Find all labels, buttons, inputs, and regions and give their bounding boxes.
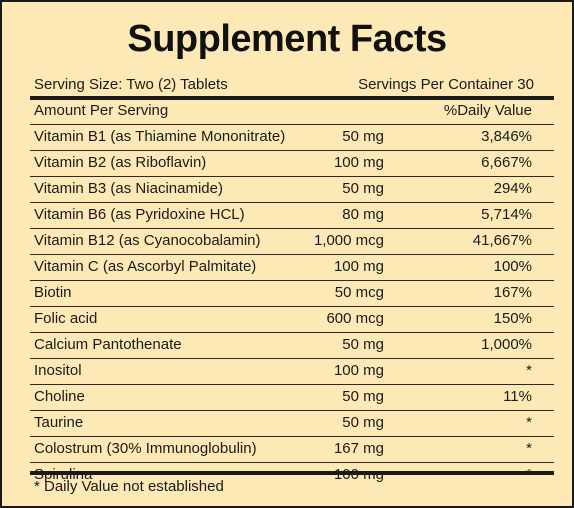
page-title: Supplement Facts [127, 18, 447, 60]
nutrient-name: Vitamin B12 (as Cyanocobalamin) [34, 232, 261, 249]
nutrient-amount: 100 mg [333, 362, 384, 379]
table-row: Vitamin C (as Ascorbyl Palmitate) 100 mg 1… [30, 254, 554, 280]
serving-size: Serving Size: Two (2) Tablets [34, 76, 228, 93]
footnote: * Daily Value not established [34, 478, 224, 495]
bottom-divider [30, 471, 554, 475]
nutrient-amount: 50 mg [342, 414, 384, 431]
nutrient-amount: 600 mcg [326, 310, 384, 327]
table-row: Calcium Pantothenate 50 mg 1,000% [30, 332, 554, 358]
nutrient-name: Choline [34, 388, 85, 405]
nutrient-daily-value: * [526, 362, 532, 379]
nutrient-name: Inositol [34, 362, 82, 379]
table-row: Vitamin B1 (as Thiamine Mononitrate) 50 m… [30, 124, 554, 150]
nutrient-name: Folic acid [34, 310, 98, 327]
servings-per-container: Servings Per Container 30 [358, 76, 534, 93]
nutrient-name: Vitamin B6 (as Pyridoxine HCL) [34, 206, 245, 223]
nutrient-amount: 50 mcg [334, 284, 384, 301]
nutrient-amount: 50 mg [342, 128, 384, 145]
nutrient-name: Calcium Pantothenate [34, 336, 182, 353]
nutrient-name: Biotin [34, 284, 72, 301]
nutrient-name: Colostrum (30% Immunoglobulin) [34, 440, 257, 457]
nutrient-amount: 80 mg [342, 206, 384, 223]
table-row: Folic acid 600 mcg 150% [30, 306, 554, 332]
nutrient-amount: 50 mg [342, 388, 384, 405]
nutrient-name: Vitamin C (as Ascorbyl Palmitate) [34, 258, 257, 275]
table-row: Taurine 50 mg * [30, 410, 554, 436]
nutrient-daily-value: 11% [503, 388, 532, 405]
nutrient-daily-value: 294% [493, 180, 532, 197]
nutrient-amount: 167 mg [333, 440, 384, 457]
table-row: Vitamin B3 (as Niacinamide) 50 mg 294% [30, 176, 554, 202]
nutrient-name: Vitamin B2 (as Riboflavin) [34, 154, 207, 171]
table-row: Biotin 50 mcg 167% [30, 280, 554, 306]
nutrient-daily-value: 3,846% [481, 128, 532, 145]
table-header: Amount Per Serving %Daily Value [34, 102, 532, 124]
nutrient-daily-value: 1,000% [481, 336, 532, 353]
table-row: Vitamin B2 (as Riboflavin) 100 mg 6,667% [30, 150, 554, 176]
daily-value-header: %Daily Value [443, 102, 532, 119]
amount-per-serving-header: Amount Per Serving [34, 102, 169, 119]
nutrient-amount: 100 mg [333, 258, 384, 275]
table-row: Choline 50 mg 11% [30, 384, 554, 410]
nutrient-amount: 50 mg [342, 180, 384, 197]
nutrient-daily-value: 150% [493, 310, 532, 327]
table-row: Vitamin B6 (as Pyridoxine HCL) 80 mg 5,714… [30, 202, 554, 228]
nutrient-name: Vitamin B3 (as Niacinamide) [34, 180, 223, 197]
table-row: Vitamin B12 (as Cyanocobalamin) 1,000 mcg… [30, 228, 554, 254]
nutrient-name: Vitamin B1 (as Thiamine Mononitrate) [34, 128, 286, 145]
nutrient-daily-value: 41,667% [472, 232, 532, 249]
nutrient-daily-value: 5,714% [481, 206, 532, 223]
nutrient-amount: 50 mg [342, 336, 384, 353]
nutrient-daily-value: * [526, 414, 532, 431]
nutrient-amount: 100 mg [333, 154, 384, 171]
nutrient-table: Vitamin B1 (as Thiamine Mononitrate) 50 m… [30, 124, 554, 488]
table-row: Inositol 100 mg * [30, 358, 554, 384]
nutrient-daily-value: 100% [493, 258, 532, 275]
nutrient-daily-value: * [526, 440, 532, 457]
nutrient-name: Taurine [34, 414, 84, 431]
table-row: Colostrum (30% Immunoglobulin) 167 mg * [30, 436, 554, 462]
nutrient-amount: 1,000 mcg [313, 232, 384, 249]
top-divider [30, 96, 554, 100]
nutrient-daily-value: 6,667% [481, 154, 532, 171]
nutrient-daily-value: 167% [493, 284, 532, 301]
